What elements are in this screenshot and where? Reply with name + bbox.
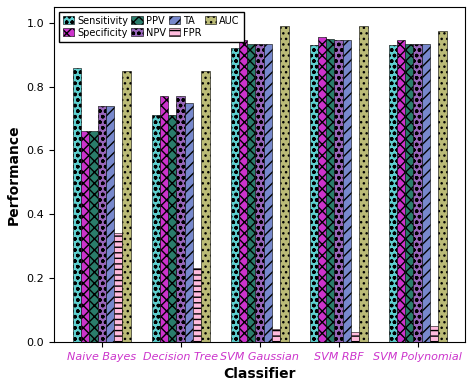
Bar xyxy=(397,40,405,342)
Bar xyxy=(351,332,359,342)
Bar xyxy=(152,115,160,342)
Bar xyxy=(176,96,185,342)
Bar xyxy=(272,329,280,342)
Bar xyxy=(160,96,168,342)
Bar xyxy=(122,71,131,342)
Bar xyxy=(247,43,255,342)
Bar xyxy=(239,40,247,342)
X-axis label: Classifier: Classifier xyxy=(223,367,296,381)
Bar xyxy=(73,68,81,342)
Bar xyxy=(168,115,176,342)
Bar xyxy=(389,45,397,342)
Bar xyxy=(359,26,367,342)
Bar xyxy=(114,233,122,342)
Legend: Sensitivity, Specificity, PPV, NPV, TA, FPR, AUC: Sensitivity, Specificity, PPV, NPV, TA, … xyxy=(59,12,244,42)
Bar xyxy=(413,43,422,342)
Bar xyxy=(201,71,210,342)
Bar xyxy=(318,37,326,342)
Bar xyxy=(89,131,98,342)
Bar xyxy=(310,45,318,342)
Bar xyxy=(264,43,272,342)
Bar xyxy=(255,43,264,342)
Bar xyxy=(326,39,335,342)
Bar xyxy=(430,326,438,342)
Bar xyxy=(438,31,447,342)
Bar xyxy=(230,48,239,342)
Bar xyxy=(280,26,289,342)
Y-axis label: Performance: Performance xyxy=(7,124,21,225)
Bar xyxy=(193,268,201,342)
Bar xyxy=(185,102,193,342)
Bar xyxy=(405,43,413,342)
Bar xyxy=(106,106,114,342)
Bar xyxy=(81,131,89,342)
Bar xyxy=(335,40,343,342)
Bar xyxy=(422,43,430,342)
Bar xyxy=(98,106,106,342)
Bar xyxy=(343,40,351,342)
